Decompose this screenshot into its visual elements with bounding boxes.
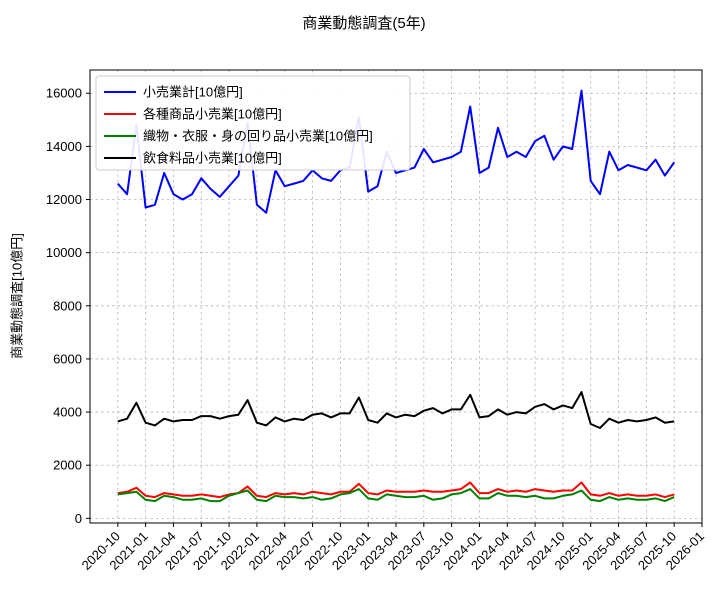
legend-label-2: 織物・衣服・身の回り品小売業[10億円] [143, 129, 373, 144]
y-tick-label: 12000 [46, 192, 82, 207]
series-line-0 [117, 89, 676, 214]
series-group [117, 89, 676, 503]
series-line-2 [117, 488, 675, 503]
legend-label-3: 飲食料品小売業[10億円] [143, 151, 282, 166]
y-tick-label: 14000 [46, 139, 82, 154]
x-tick-labels: 2020-102021-012021-042021-072021-102022-… [79, 529, 708, 573]
y-tick-label: 8000 [53, 298, 82, 313]
y-axis-label: 商業動態調査[10億円] [9, 233, 25, 359]
chart-title: 商業動態調査(5年) [302, 15, 426, 32]
series-line-3 [117, 391, 675, 429]
legend: 小売業計[10億円] 各種商品小売業[10億円] 織物・衣服・身の回り品小売業[10… [95, 75, 411, 171]
y-tick-label: 2000 [53, 458, 82, 473]
y-tick-labels: 0 2000 4000 6000 8000 10000 12000 14000 16000 [46, 86, 82, 526]
y-tick-label: 16000 [46, 86, 82, 101]
y-tick-label: 10000 [46, 245, 82, 260]
legend-label-1: 各種商品小売業[10億円] [143, 107, 282, 122]
legend-box [95, 75, 411, 171]
grid [90, 70, 703, 523]
axis-ticks [86, 92, 703, 527]
y-tick-label: 0 [75, 511, 82, 526]
y-tick-label: 6000 [53, 351, 82, 366]
legend-label-0: 小売業計[10億円] [143, 85, 243, 100]
series-line-1 [117, 481, 675, 499]
y-tick-label: 4000 [53, 405, 82, 420]
